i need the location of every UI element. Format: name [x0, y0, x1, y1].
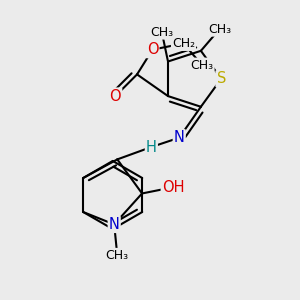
- Text: CH₃: CH₃: [106, 249, 129, 262]
- Text: O: O: [110, 88, 121, 104]
- Text: N: N: [109, 217, 120, 232]
- Text: CH₃: CH₃: [190, 58, 214, 72]
- Text: CH₃: CH₃: [150, 26, 173, 39]
- Text: N: N: [174, 130, 185, 145]
- Text: O: O: [147, 42, 158, 57]
- Text: OH: OH: [162, 180, 184, 195]
- Text: H: H: [146, 140, 157, 154]
- Text: CH₂: CH₂: [172, 37, 195, 50]
- Text: CH₃: CH₃: [208, 22, 231, 36]
- Text: S: S: [217, 71, 226, 86]
